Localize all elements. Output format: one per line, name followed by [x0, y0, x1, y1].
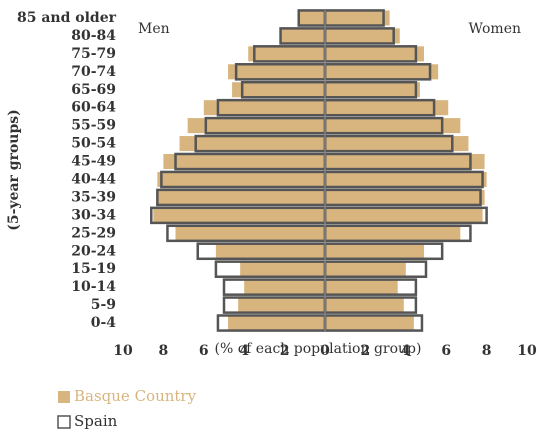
- bar: [325, 315, 414, 331]
- x-tick-label: 10: [517, 343, 537, 359]
- y-tick-label: 25-29: [71, 225, 116, 241]
- x-tick-label: 4: [239, 343, 249, 359]
- bar: [325, 153, 485, 170]
- x-tick-label: 10: [113, 343, 133, 359]
- y-tick-label: 75-79: [71, 46, 116, 62]
- bar: [325, 171, 487, 188]
- legend-swatch: [57, 415, 71, 429]
- bar: [228, 64, 325, 80]
- y-tick-label: 85 and older: [17, 10, 117, 26]
- y-tick-label: 70-74: [71, 64, 116, 80]
- legend-label: Spain: [74, 412, 118, 430]
- bar: [280, 28, 325, 44]
- y-axis-label: (5-year groups): [6, 109, 22, 231]
- bar: [232, 82, 325, 98]
- bar: [325, 279, 398, 295]
- bar: [325, 10, 390, 26]
- bar: [244, 279, 325, 295]
- x-tick-label: 2: [280, 343, 290, 359]
- y-tick-label: 30-34: [71, 207, 116, 223]
- y-tick-label: 10-14: [71, 279, 116, 295]
- x-axis-label: (% of each population group): [215, 341, 422, 357]
- bar: [325, 243, 424, 259]
- bar: [240, 261, 325, 277]
- bar: [325, 28, 400, 44]
- bar: [175, 225, 325, 241]
- bar: [325, 207, 483, 223]
- x-tick-label: 2: [361, 343, 371, 359]
- y-tick-label: 15-19: [71, 261, 116, 277]
- bar: [215, 243, 325, 259]
- y-tick-label: 45-49: [71, 154, 116, 170]
- bar: [325, 100, 449, 116]
- y-tick-label: 40-44: [71, 171, 116, 187]
- x-tick-label: 8: [482, 343, 492, 359]
- bar: [157, 171, 325, 188]
- bar: [325, 297, 404, 313]
- bar: [325, 82, 420, 98]
- y-tick-label: 80-84: [71, 28, 116, 44]
- side-label: Women: [469, 21, 521, 37]
- x-tick-label: 8: [159, 343, 169, 359]
- bar: [179, 136, 325, 152]
- bar: [325, 64, 439, 80]
- y-tick-label: 50-54: [71, 136, 116, 152]
- y-tick-label: 55-59: [71, 118, 116, 134]
- bar: [228, 315, 325, 331]
- bar: [325, 225, 461, 241]
- x-tick-label: 6: [199, 343, 209, 359]
- y-tick-label: 60-64: [71, 100, 116, 116]
- bar: [153, 207, 325, 223]
- bar: [325, 189, 485, 205]
- y-tick-label: 20-24: [71, 243, 116, 259]
- bar: [325, 46, 424, 62]
- y-tick-label: 0-4: [91, 315, 117, 331]
- bar: [325, 136, 469, 152]
- x-tick-label: 0: [320, 343, 330, 359]
- y-tick-label: 5-9: [91, 297, 116, 313]
- bar: [203, 100, 325, 116]
- legend-label: Basque Country: [74, 387, 197, 405]
- bar: [157, 189, 325, 205]
- y-tick-label: 65-69: [71, 82, 116, 98]
- bar: [325, 261, 406, 277]
- bar: [187, 118, 325, 134]
- side-label: Men: [138, 21, 170, 37]
- x-tick-label: 6: [441, 343, 451, 359]
- bar: [163, 153, 325, 170]
- bar: [298, 10, 325, 26]
- bar: [325, 118, 461, 134]
- bar: [238, 297, 325, 313]
- y-tick-label: 35-39: [71, 189, 116, 205]
- x-tick-label: 4: [401, 343, 411, 359]
- legend-swatch: [58, 391, 70, 403]
- bar: [248, 46, 325, 62]
